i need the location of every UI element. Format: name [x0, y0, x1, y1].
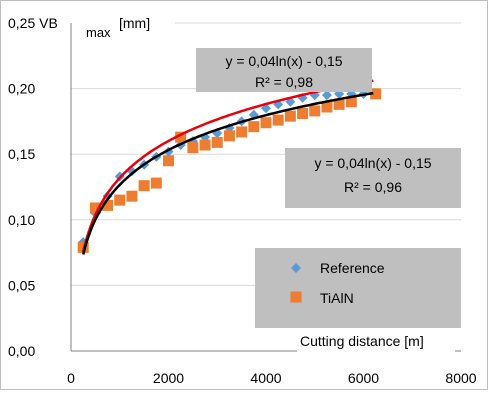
legend-box: [255, 248, 461, 328]
data-point-tialn: [102, 199, 114, 211]
data-point-reference: [321, 90, 332, 101]
trendline-label-box-reference: [196, 48, 372, 92]
trendline-tialn: [81, 91, 374, 255]
data-point-tialn: [89, 202, 101, 214]
data-point-tialn: [260, 117, 272, 129]
trendline-r2-reference: R² = 0,98: [255, 74, 313, 90]
x-tick-label: 2000: [153, 370, 184, 386]
data-point-tialn: [163, 155, 174, 167]
data-point-tialn: [284, 110, 296, 122]
trendline-equation-reference: y = 0,04ln(x) - 0,15: [225, 53, 342, 69]
data-point-tialn: [211, 136, 223, 148]
data-point-tialn: [236, 126, 248, 138]
data-point-tialn: [150, 177, 162, 189]
data-point-tialn: [248, 121, 260, 133]
legend-marker-tialn: [290, 291, 302, 303]
trendline-equation-tialn: y = 0,04ln(x) - 0,15: [314, 155, 431, 171]
data-point-tialn: [333, 98, 345, 110]
data-point-tialn: [187, 142, 199, 154]
data-point-tialn: [272, 114, 284, 126]
y-tick-label: 0,10: [8, 212, 35, 228]
y-axis-label-subscript: max: [86, 25, 111, 40]
y-tick-label: 0,00: [8, 343, 35, 359]
legend-marker-reference: [291, 263, 301, 273]
trendline-r2-tialn: R² = 0,96: [344, 179, 402, 195]
data-point-tialn: [199, 139, 211, 151]
legend-label-tialn: TiAlN: [320, 290, 354, 306]
x-axis-label-bg: [297, 330, 455, 352]
x-tick-label: 4000: [250, 370, 281, 386]
data-point-tialn: [345, 96, 357, 108]
data-point-tialn: [126, 190, 138, 202]
data-point-tialn: [138, 180, 150, 192]
data-point-tialn: [114, 194, 126, 206]
data-point-tialn: [223, 130, 235, 142]
x-axis-label: Cutting distance [m]: [300, 333, 424, 349]
x-tick-label: 8000: [445, 370, 476, 386]
data-point-tialn: [309, 105, 321, 117]
y-tick-label: 0,05: [8, 277, 35, 293]
trendline-label-box-tialn: [285, 148, 461, 208]
legend-label-reference: Reference: [320, 260, 385, 276]
data-point-tialn: [297, 108, 309, 120]
x-tick-label: 6000: [348, 370, 379, 386]
data-point-tialn: [370, 88, 382, 100]
data-point-tialn: [175, 131, 187, 143]
y-axis-label: 0,25 VB: [8, 15, 58, 31]
data-point-tialn: [321, 101, 333, 113]
y-axis-label-unit: [mm]: [119, 15, 150, 31]
y-tick-label: 0,20: [8, 81, 35, 97]
y-tick-label: 0,15: [8, 146, 35, 162]
x-tick-label: 0: [67, 370, 75, 386]
